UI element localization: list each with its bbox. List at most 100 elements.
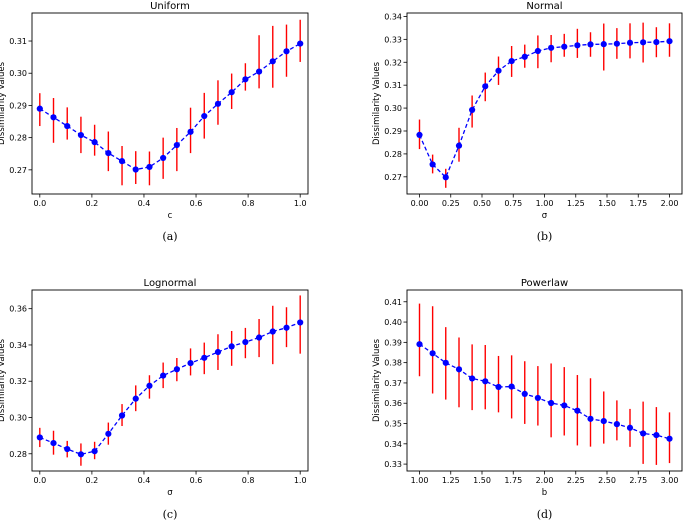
data-point [429,161,436,168]
y-tick-label: 0.32 [9,377,27,386]
x-tick-label: 0.75 [504,199,522,208]
data-point [640,39,647,46]
data-point [269,328,276,335]
data-point [455,142,463,149]
y-tick-label: 0.28 [384,150,402,159]
y-tick-label: 0.32 [384,58,402,67]
data-point [255,68,263,75]
panel-caption: (c) [163,508,178,521]
data-point [214,348,222,356]
x-tick-label: 1.00 [411,476,429,485]
data-point [508,58,515,65]
data-point [50,439,57,447]
data-point [118,158,126,165]
data-point [132,166,139,173]
data-point [201,112,208,120]
chart-title: Lognormal [144,278,197,289]
x-tick-label: 0.8 [242,476,255,485]
data-point [442,359,449,366]
x-tick-label: 0.8 [242,199,255,208]
data-point [105,149,112,157]
y-tick-label: 0.37 [384,379,402,388]
data-point [482,83,489,90]
x-tick-label: 1.75 [629,199,647,208]
data-point [482,378,489,385]
chart-title: Powerlaw [521,278,568,289]
data-point [269,58,276,65]
series-line [39,43,301,171]
data-point [173,366,180,373]
data-point [36,105,43,112]
panel-caption: (a) [162,230,177,243]
x-tick-label: 2.75 [629,476,647,485]
data-point [91,139,98,146]
data-point [242,76,249,83]
data-point [587,415,594,422]
y-tick-label: 0.34 [384,12,402,21]
y-tick-label: 0.36 [9,305,27,314]
y-tick-label: 0.31 [384,81,402,90]
data-point [534,394,541,402]
y-tick-label: 0.35 [384,420,402,429]
data-point [255,334,263,341]
x-axis-label: σ [167,488,173,498]
x-tick-label: 0.2 [86,199,99,208]
chart-panel-4: Powerlaw 1.00 1.25 1.50 1.75 2.00 2.25 2.50 2.75… [372,278,683,521]
y-tick-label: 0.33 [384,35,402,44]
y-tick-label: 0.40 [384,318,402,327]
data-point [574,407,581,414]
data-point [561,402,568,409]
data-point [548,44,555,51]
x-tick-label: 1.00 [536,199,554,208]
data-point [416,341,423,348]
y-tick-label: 0.30 [9,69,27,78]
data-point [105,430,112,437]
data-point [242,338,249,346]
data-point [640,430,647,437]
y-tick-label: 0.38 [384,359,402,368]
data-point [548,399,555,407]
data-point [187,128,194,135]
data-point [508,383,515,390]
data-point [626,424,634,431]
data-point [173,141,180,149]
y-tick-label: 0.33 [384,460,402,469]
x-tick-label: 1.0 [294,199,307,208]
data-point [469,106,476,114]
x-tick-label: 1.50 [598,199,616,208]
data-point [521,53,528,60]
x-tick-label: 0.25 [442,199,460,208]
x-axis-label: c [168,211,173,221]
y-tick-label: 0.34 [384,440,402,449]
x-tick-label: 1.50 [473,476,491,485]
data-point [64,445,71,453]
series-line [418,40,670,179]
series-line [39,321,301,455]
data-point [653,38,660,46]
data-point [77,131,85,139]
x-tick-label: 0.0 [33,199,46,208]
y-axis-label: Dissimilarity Values [372,61,382,145]
data-point [214,100,222,107]
data-point [587,41,594,48]
data-point [187,359,194,367]
axes-frame [406,289,683,472]
data-point [574,42,581,49]
y-axis-label: Dissimilarity Values [372,338,382,422]
data-point [91,448,98,455]
y-tick-label: 0.39 [384,338,402,347]
x-tick-label: 0.6 [190,476,203,485]
data-point [132,395,139,402]
chart-panel-3: Lognormal 0.0 0.2 0.4 0.6 0.8 1.0 0.28 0.30 0.32 0… [0,278,309,521]
y-tick-label: 0.41 [384,298,402,307]
data-point [521,390,528,397]
data-point [160,372,167,379]
y-tick-label: 0.29 [384,127,402,136]
data-point [600,417,607,425]
series-line [419,343,670,440]
x-tick-label: 2.25 [567,476,585,485]
x-tick-label: 0.00 [411,199,429,208]
data-point [495,67,502,74]
x-tick-label: 0.6 [190,199,203,208]
